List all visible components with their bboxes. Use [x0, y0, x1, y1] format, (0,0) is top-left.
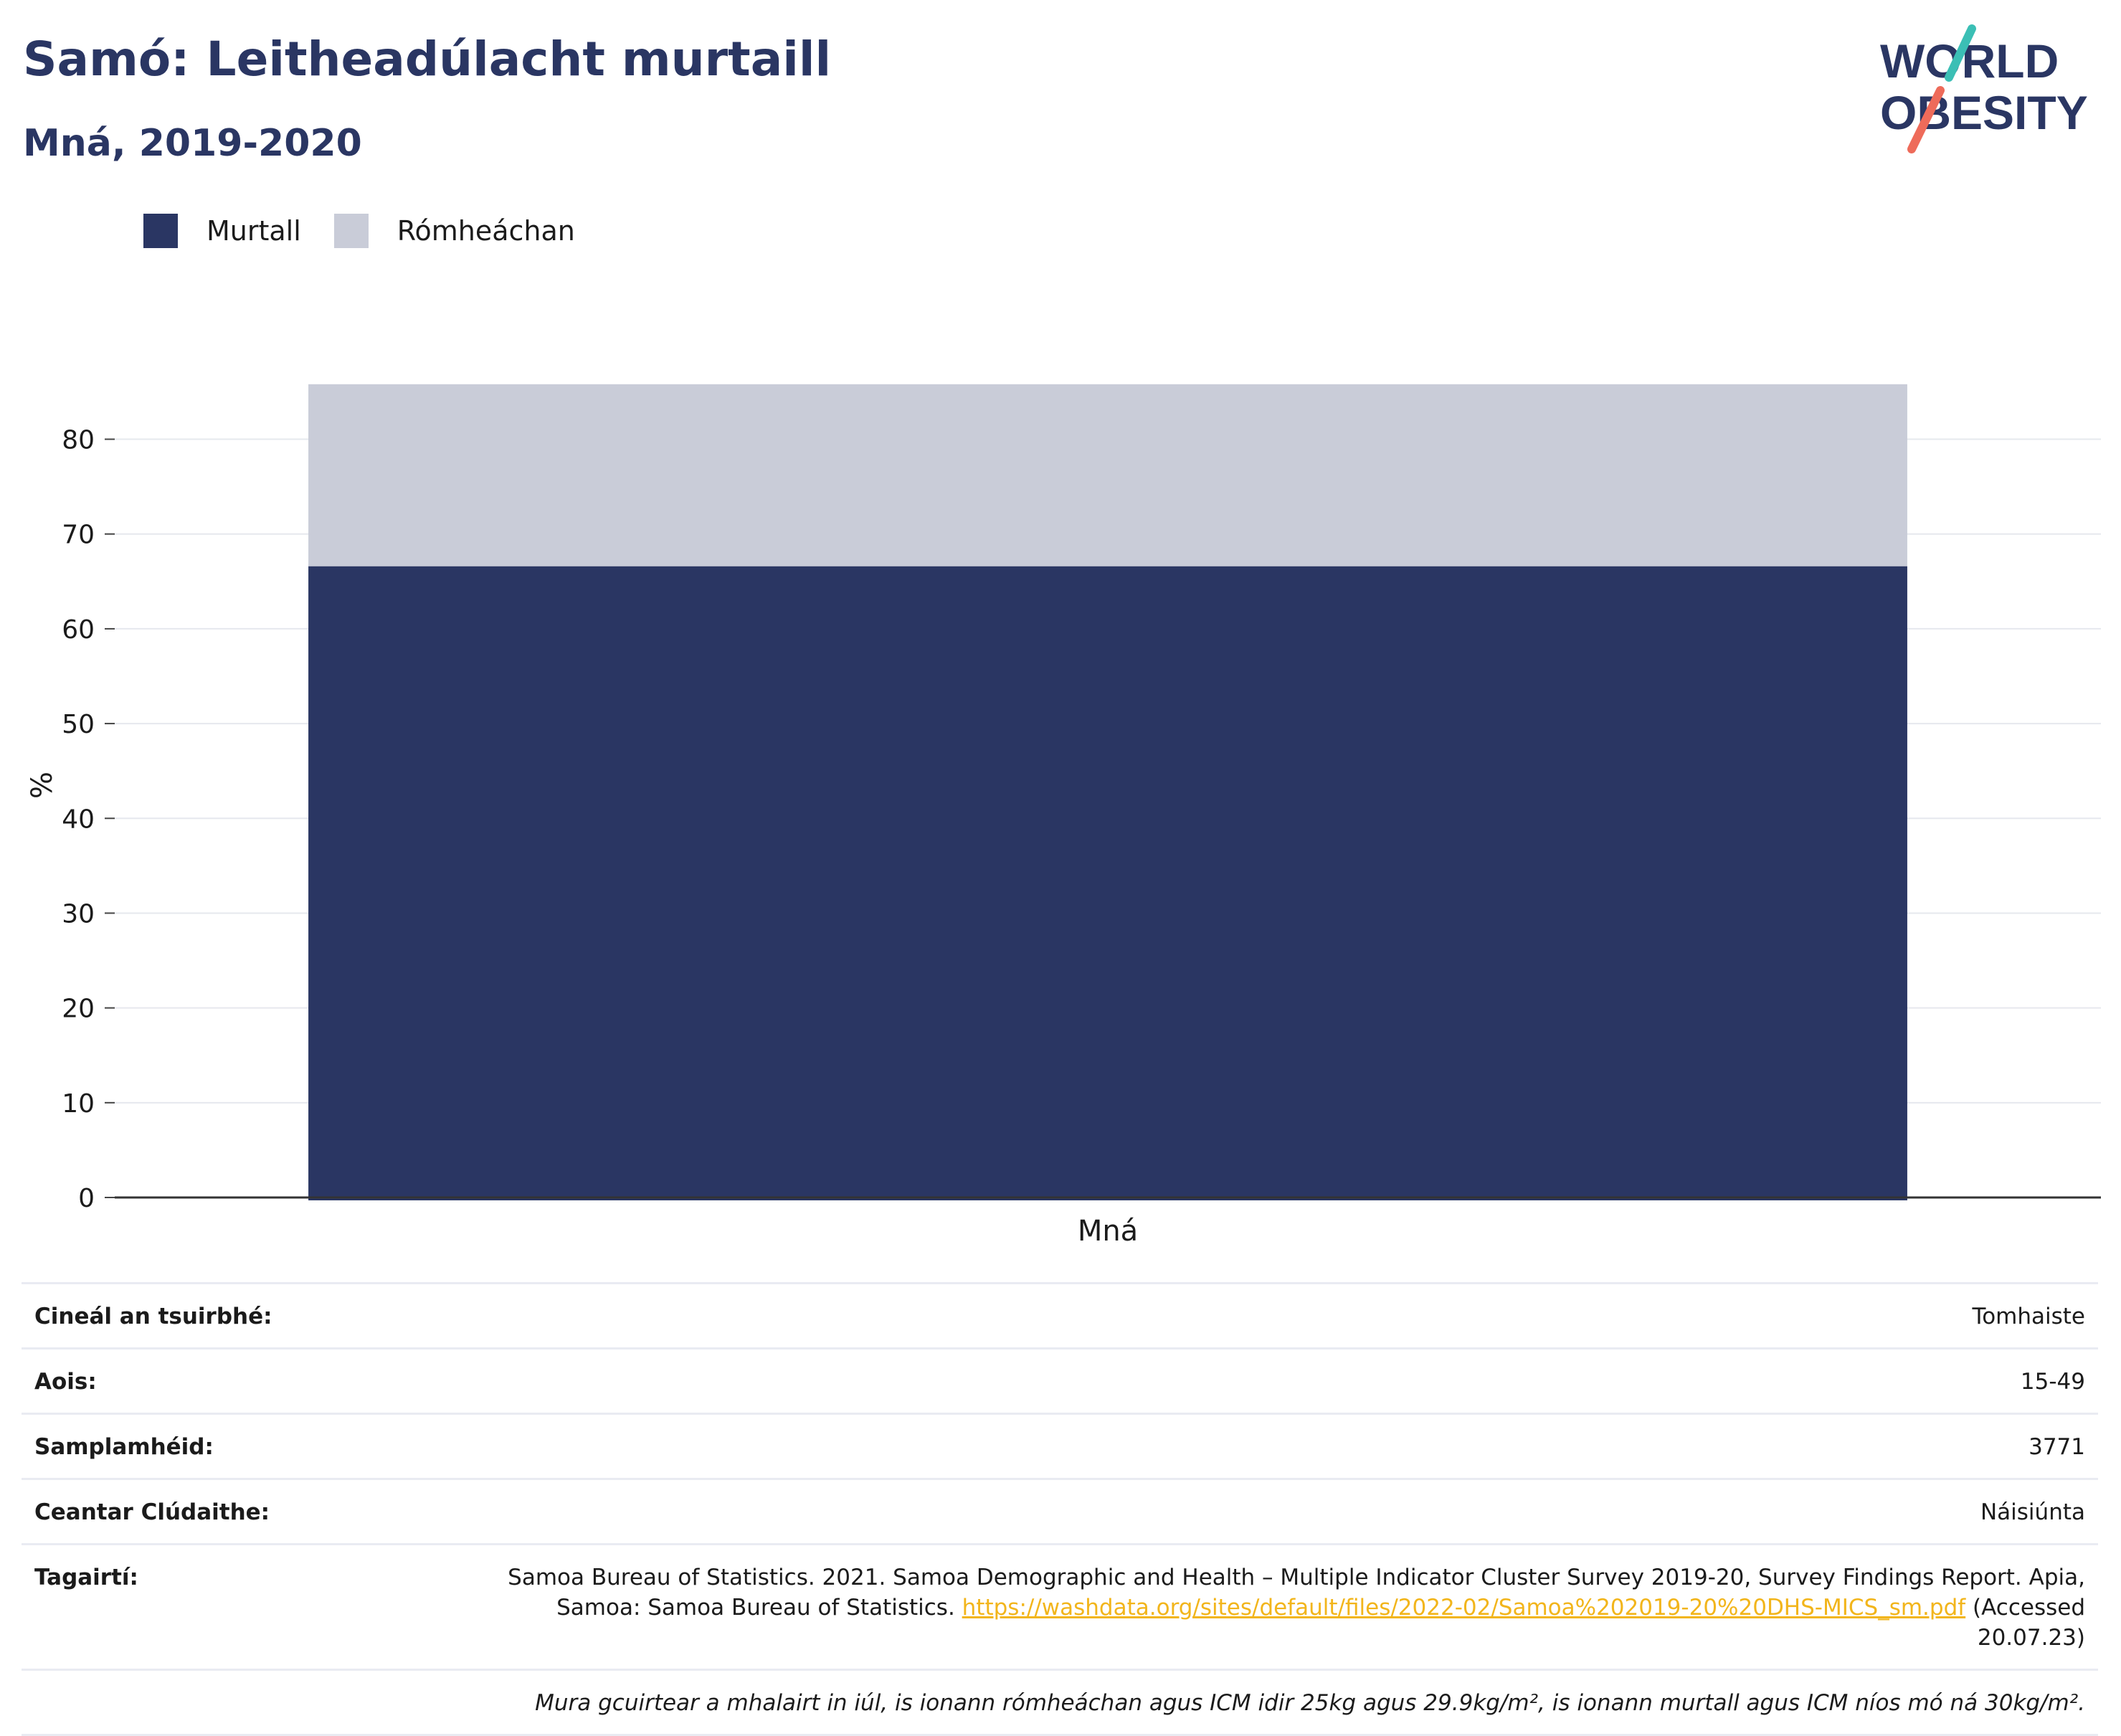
age-label: Aois: [34, 1369, 97, 1395]
info-row-sample-size: Samplamhéid: 3771 [22, 1413, 2098, 1478]
references-text: Samoa Bureau of Statistics. 2021. Samoa … [508, 1565, 2085, 1621]
y-tick-label-80: 80 [62, 426, 95, 455]
y-tick-label-60: 60 [62, 615, 95, 645]
y-tick-label-20: 20 [62, 995, 95, 1024]
info-row-coverage: Ceantar Clúdaithe: Náisiúnta [22, 1478, 2098, 1543]
y-axis-label: % [26, 772, 59, 799]
y-tick-label-50: 50 [62, 710, 95, 739]
world-obesity-logo: WORLD OBESITY [1880, 24, 2088, 153]
legend-label-romheachan: Rómheáchan [397, 215, 575, 247]
survey-info-table: Cineál an tsuirbhé: Tomhaiste Aois: 15-4… [22, 1282, 2098, 1736]
bar-murtall-0 [308, 566, 1907, 1200]
y-tick-label-40: 40 [62, 805, 95, 834]
chart-title: Samó: Leitheadúlacht murtaill [23, 32, 832, 87]
info-row-age: Aois: 15-49 [22, 1347, 2098, 1413]
definition-note: Mura gcuirtear a mhalairt in iúl, is ion… [535, 1690, 2085, 1716]
logo-word-obesity: OBESITY [1880, 86, 2088, 139]
stacked-bar-chart: 0 10 20 30 40 50 60 70 80% Mná [26, 384, 2101, 1248]
y-tick-label-10: 10 [62, 1089, 95, 1119]
coverage-value: Náisiúnta [1980, 1499, 2085, 1525]
chart-legend: Murtall Rómheáchan [143, 212, 608, 250]
survey-type-value: Tomhaiste [1972, 1304, 2085, 1329]
y-tick-label-30: 30 [62, 899, 95, 929]
x-tick-label-0: Mná [1078, 1215, 1138, 1248]
age-value: 15-49 [2020, 1369, 2085, 1395]
logo-coral-stroke [1907, 86, 1945, 153]
logo-teal-stroke [1945, 24, 1976, 82]
legend-swatch-romheachan [333, 214, 369, 248]
chart-subtitle: Mná, 2019-2020 [23, 122, 362, 165]
bar-rmhechan-0 [308, 384, 1907, 566]
coverage-label: Ceantar Clúdaithe: [34, 1499, 270, 1525]
references-value: Samoa Bureau of Statistics. 2021. Samoa … [508, 1562, 2085, 1653]
legend-label-murtall: Murtall [207, 215, 301, 247]
y-tick-label-70: 70 [62, 521, 95, 550]
legend-swatch-murtall [143, 214, 178, 248]
survey-type-label: Cineál an tsuirbhé: [34, 1304, 272, 1329]
info-row-references: Tagairtí: Samoa Bureau of Statistics. 20… [22, 1543, 2098, 1669]
info-row-note: Mura gcuirtear a mhalairt in iúl, is ion… [22, 1669, 2098, 1736]
sample-size-value: 3771 [2029, 1434, 2085, 1460]
references-link[interactable]: https://washdata.org/sites/default/files… [962, 1595, 1966, 1621]
info-row-survey-type: Cineál an tsuirbhé: Tomhaiste [22, 1282, 2098, 1347]
legend-item-romheachan[interactable]: Rómheáchan [333, 214, 575, 248]
references-label: Tagairtí: [34, 1565, 138, 1590]
legend-item-murtall[interactable]: Murtall [143, 214, 301, 248]
references-accessed: (Accessed 20.07.23) [1965, 1595, 2085, 1651]
sample-size-label: Samplamhéid: [34, 1434, 214, 1460]
y-tick-label-0: 0 [78, 1184, 95, 1213]
